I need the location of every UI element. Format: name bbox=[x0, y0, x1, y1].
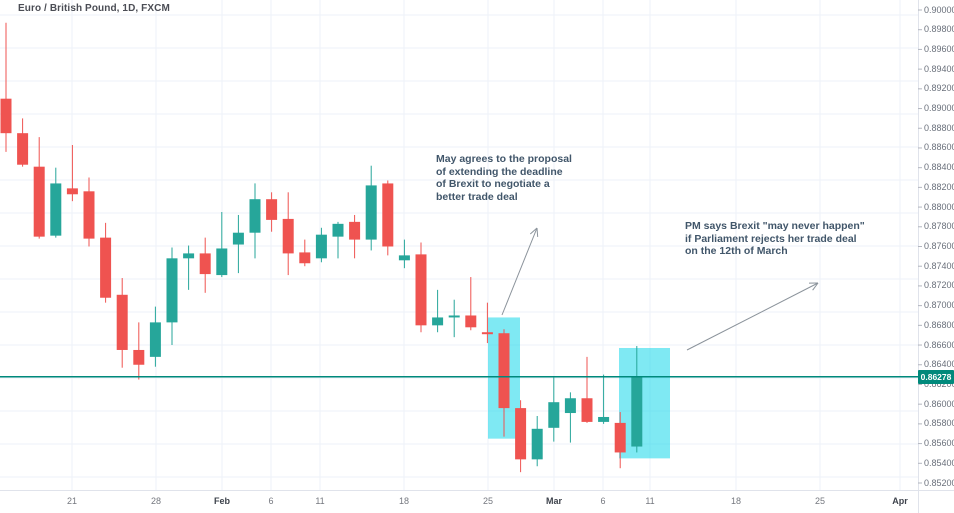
price-tick-label: 0.85400 bbox=[924, 457, 954, 468]
price-tick-label: 0.88400 bbox=[924, 162, 954, 173]
price-tick-label: 0.87800 bbox=[924, 221, 954, 232]
price-tick-label: 0.87200 bbox=[924, 280, 954, 291]
time-tick-label: 11 bbox=[645, 496, 655, 506]
symbol-title[interactable]: Euro / British Pound, 1D, FXCM bbox=[18, 3, 170, 14]
candle-body[interactable] bbox=[149, 322, 161, 357]
time-tick-label: 11 bbox=[315, 496, 325, 506]
candle-body[interactable] bbox=[133, 349, 145, 365]
time-axis[interactable]: 21 28 Feb 6 11 18 25 Mar 6 11 18 25 Apr bbox=[0, 490, 918, 513]
candle-body[interactable] bbox=[498, 333, 510, 409]
price-tick-label: 0.88000 bbox=[924, 201, 954, 212]
candle-body[interactable] bbox=[415, 254, 427, 326]
arrow-line[interactable] bbox=[686, 282, 819, 351]
price-tick-label: 0.87000 bbox=[924, 300, 954, 311]
candle-body[interactable] bbox=[581, 398, 593, 422]
time-tick-label: 18 bbox=[398, 496, 410, 506]
candle-body[interactable] bbox=[199, 253, 211, 275]
candle-body[interactable] bbox=[631, 376, 643, 447]
candle-body[interactable] bbox=[332, 223, 344, 237]
price-tick-label: 0.85800 bbox=[924, 418, 954, 429]
candle-body[interactable] bbox=[166, 258, 178, 323]
time-tick-label: 6 bbox=[600, 496, 606, 506]
price-tick-label: 0.88200 bbox=[924, 181, 954, 192]
price-tick-label: 0.86400 bbox=[924, 359, 954, 370]
arrow-head bbox=[536, 227, 539, 238]
candle-body[interactable] bbox=[481, 332, 493, 335]
candle-body[interactable] bbox=[183, 253, 195, 259]
candle-body[interactable] bbox=[33, 166, 45, 237]
annotation-may-proposal[interactable]: May agrees to the proposal of extending … bbox=[436, 153, 572, 203]
time-tick-label: 25 bbox=[482, 496, 494, 506]
price-tick-label: 0.89200 bbox=[924, 83, 954, 94]
candle-body[interactable] bbox=[100, 237, 112, 298]
price-tick-label: 0.85600 bbox=[924, 438, 954, 449]
candle-body[interactable] bbox=[531, 428, 543, 460]
time-tick-label: Apr bbox=[892, 496, 908, 506]
time-tick-label: 28 bbox=[150, 496, 162, 506]
price-tick-label: 0.87400 bbox=[924, 260, 954, 271]
arrow-head bbox=[529, 227, 538, 235]
price-tick-label: 0.86800 bbox=[924, 319, 954, 330]
candle-body[interactable] bbox=[299, 252, 311, 264]
price-tick-label: 0.88600 bbox=[924, 142, 954, 153]
time-tick-label: Mar bbox=[545, 496, 563, 506]
candle-body[interactable] bbox=[448, 315, 460, 318]
price-tick-label: 0.85200 bbox=[924, 477, 954, 488]
candle-body[interactable] bbox=[614, 422, 626, 453]
candle-body[interactable] bbox=[232, 232, 244, 245]
candle-body[interactable] bbox=[266, 199, 278, 220]
candle-body[interactable] bbox=[83, 191, 95, 239]
candle-body[interactable] bbox=[515, 408, 527, 460]
price-tick-label: 0.89800 bbox=[924, 24, 954, 35]
candle-body[interactable] bbox=[432, 317, 444, 326]
candle-body[interactable] bbox=[349, 221, 361, 240]
arrow-head bbox=[812, 282, 819, 291]
candle-body[interactable] bbox=[465, 315, 477, 328]
candle-body[interactable] bbox=[564, 398, 576, 414]
candle-body[interactable] bbox=[398, 255, 410, 261]
time-tick-label: 25 bbox=[814, 496, 826, 506]
candle-body[interactable] bbox=[282, 218, 294, 254]
candle-body[interactable] bbox=[17, 133, 29, 165]
candle-body[interactable] bbox=[382, 183, 394, 247]
candle-body[interactable] bbox=[50, 183, 62, 236]
time-tick-label: 21 bbox=[66, 496, 78, 506]
price-tick-label: 0.86000 bbox=[924, 398, 954, 409]
candle-body[interactable] bbox=[365, 185, 377, 240]
price-tick-label: 0.89600 bbox=[924, 43, 954, 54]
candle-body[interactable] bbox=[216, 248, 228, 276]
candle-body[interactable] bbox=[315, 234, 327, 259]
price-axis[interactable]: 0.90000 0.89800 0.89600 0.89400 0.89200 0.890… bbox=[918, 0, 954, 490]
candle-body[interactable] bbox=[0, 98, 12, 134]
price-tick-label: 0.89000 bbox=[924, 103, 954, 114]
price-tick-label: 0.87600 bbox=[924, 241, 954, 251]
candle-body[interactable] bbox=[598, 416, 610, 422]
candle-body[interactable] bbox=[116, 294, 128, 350]
annotation-pm-brexit[interactable]: PM says Brexit "may never happen" if Par… bbox=[685, 220, 865, 257]
last-price-label: 0.86278 bbox=[918, 369, 954, 384]
price-tick-label: 0.86200 bbox=[924, 378, 954, 389]
candle-body[interactable] bbox=[548, 402, 560, 428]
highlight-box-2[interactable] bbox=[619, 347, 670, 459]
candle-body[interactable] bbox=[66, 188, 78, 195]
price-tick-label: 0.86600 bbox=[924, 339, 954, 350]
time-tick-label: Feb bbox=[213, 496, 231, 506]
price-tick-label: 0.88800 bbox=[924, 122, 954, 133]
time-tick-label: 18 bbox=[730, 496, 742, 506]
time-tick-label: 6 bbox=[268, 496, 274, 506]
price-tick-label: 0.89400 bbox=[924, 63, 954, 74]
arrow-line[interactable] bbox=[501, 227, 538, 316]
price-tick-label: 0.90000 bbox=[924, 4, 954, 15]
candle-body[interactable] bbox=[249, 199, 261, 233]
